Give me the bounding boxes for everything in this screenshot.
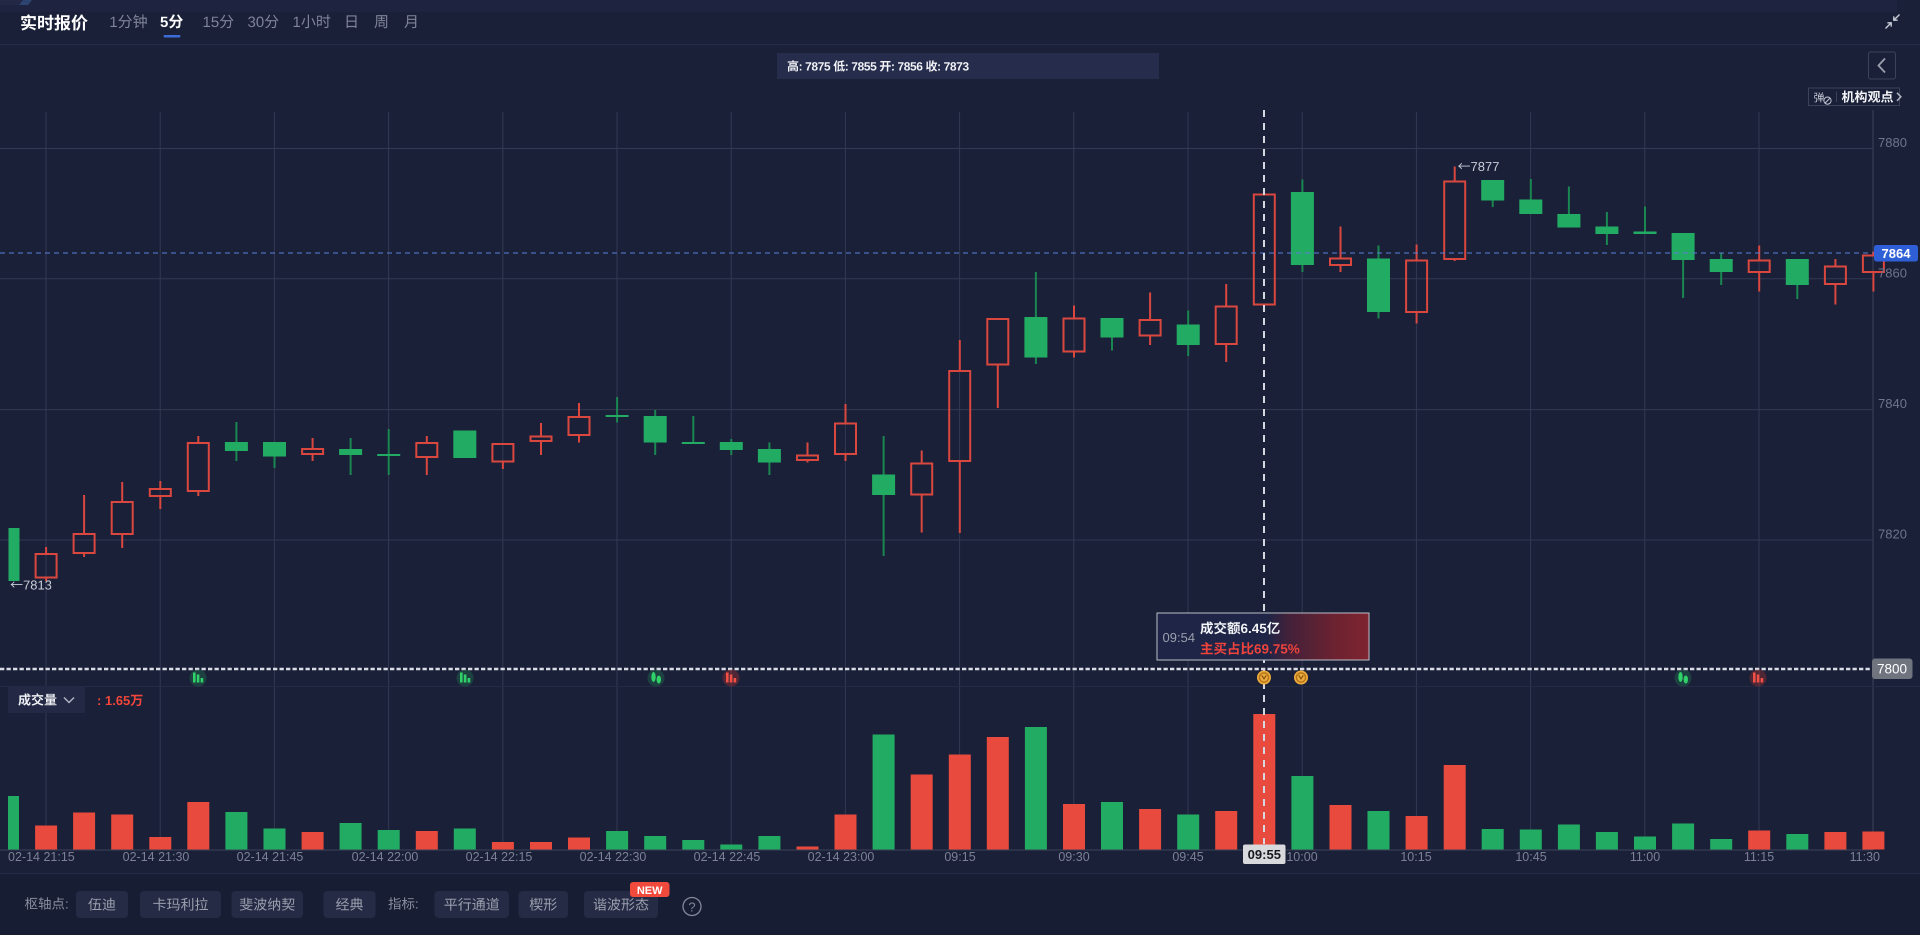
svg-text:7880: 7880 (1878, 135, 1907, 150)
svg-text:?: ? (688, 900, 695, 915)
svg-text:10:00: 10:00 (1286, 850, 1317, 864)
svg-text:09:15: 09:15 (944, 850, 975, 864)
svg-text:7800: 7800 (1877, 662, 1907, 677)
svg-text:02-14 22:15: 02-14 22:15 (466, 850, 533, 864)
svg-text:02-14 23:00: 02-14 23:00 (808, 850, 875, 864)
svg-text:7820: 7820 (1878, 527, 1907, 542)
svg-text:7860: 7860 (1878, 265, 1907, 280)
svg-text:02-14 21:45: 02-14 21:45 (237, 850, 304, 864)
svg-text:02-14 21:15: 02-14 21:15 (8, 850, 75, 864)
svg-text:09:30: 09:30 (1058, 850, 1089, 864)
svg-text:02-14 21:30: 02-14 21:30 (123, 850, 190, 864)
svg-text:10:15: 10:15 (1400, 850, 1431, 864)
svg-text:11:15: 11:15 (1744, 850, 1774, 864)
svg-text:02-14 22:30: 02-14 22:30 (580, 850, 647, 864)
svg-text:11:30: 11:30 (1850, 850, 1880, 864)
svg-text:02-14 22:00: 02-14 22:00 (352, 850, 419, 864)
svg-text:10:45: 10:45 (1515, 850, 1546, 864)
svg-text:11:00: 11:00 (1630, 850, 1660, 864)
svg-text:09:55: 09:55 (1248, 847, 1281, 862)
svg-text:09:45: 09:45 (1172, 850, 1203, 864)
svg-text:7840: 7840 (1878, 396, 1907, 411)
svg-text:7864: 7864 (1882, 246, 1912, 261)
svg-text:02-14 22:45: 02-14 22:45 (694, 850, 761, 864)
svg-text:NEW: NEW (637, 885, 663, 897)
